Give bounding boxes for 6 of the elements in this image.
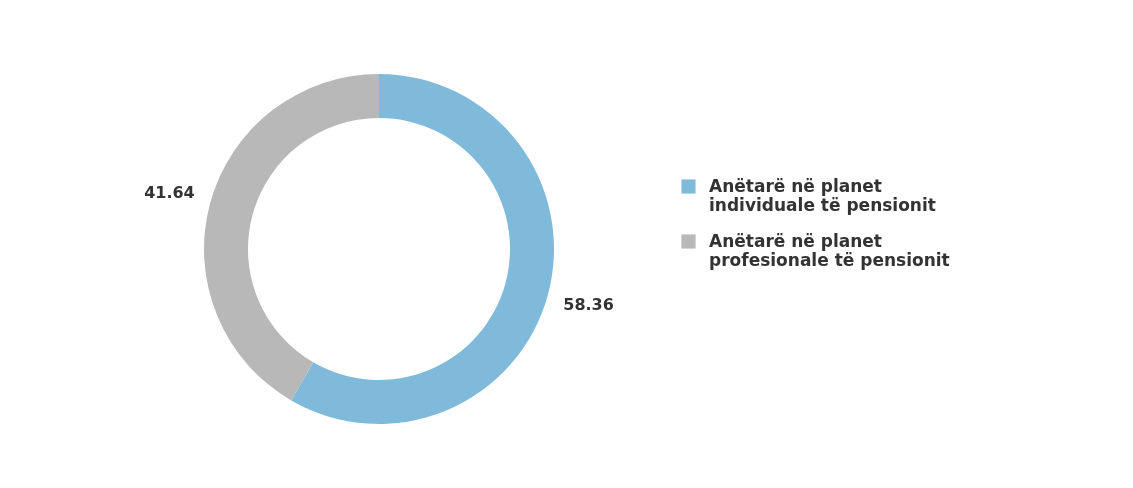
data-label: 41.64 (144, 182, 195, 202)
legend-label: Anëtarë në planet profesionale të pensionit (709, 230, 950, 270)
donut-slice (204, 74, 379, 401)
donut-slice (291, 74, 554, 424)
data-label: 58.36 (563, 295, 614, 315)
legend-label: Anëtarë në planet individuale të pensionit (709, 175, 936, 215)
